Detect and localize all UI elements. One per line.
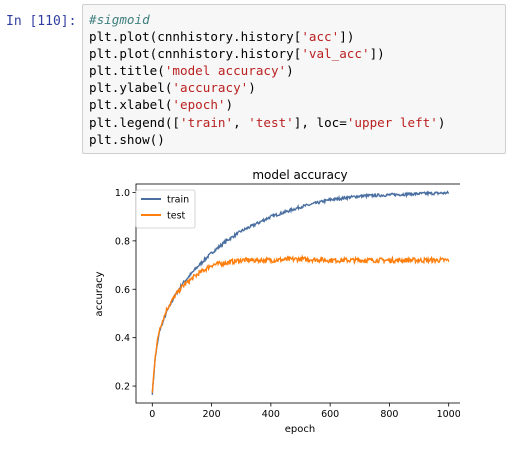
- x-tick-label: 600: [321, 409, 339, 420]
- code-token: ): [286, 63, 294, 79]
- code-line: plt.show(): [89, 132, 165, 147]
- y-tick-label: 1.0: [115, 188, 130, 199]
- code-line: plt.xlabel('epoch'): [89, 97, 233, 112]
- code-string: 'upper left': [346, 114, 438, 130]
- code-token: ): [437, 114, 446, 130]
- code-comment: #sigmoid: [89, 12, 150, 27]
- y-tick-label: 0.6: [115, 285, 130, 296]
- code-token: plt.legend([: [89, 114, 180, 130]
- x-tick-label: 0: [149, 409, 155, 420]
- code-line: plt.title('model accuracy'): [89, 63, 294, 78]
- x-tick-label: 400: [262, 409, 280, 420]
- code-cell[interactable]: #sigmoid plt.plot(cnnhistory.history['ac…: [82, 4, 506, 154]
- legend-label-test: test: [167, 211, 186, 222]
- code-string: 'acc': [301, 29, 340, 45]
- code-line: plt.ylabel('accuracy'): [89, 80, 256, 95]
- chart-title: model accuracy: [252, 168, 347, 182]
- code-token: plt.title(: [89, 63, 165, 79]
- legend-label-train: train: [167, 195, 189, 206]
- code-token: ): [248, 80, 256, 96]
- code-line: plt.plot(cnnhistory.history['acc']): [89, 29, 354, 44]
- code-token: ], loc=: [293, 114, 347, 130]
- y-tick-label: 0.4: [115, 333, 130, 344]
- code-token: plt.plot(cnnhistory.history[: [89, 46, 302, 62]
- y-axis-label: accuracy: [94, 271, 105, 316]
- code-token: ): [225, 97, 234, 113]
- code-token: ,: [233, 114, 249, 130]
- code-token: ]): [369, 46, 385, 62]
- code-line: #sigmoid: [89, 12, 150, 27]
- code-string: 'test': [248, 114, 294, 130]
- chart-legend: train test: [135, 189, 196, 229]
- x-axis-label: epoch: [285, 424, 315, 435]
- code-token: plt.show(): [89, 131, 165, 147]
- x-tick-label: 800: [380, 409, 398, 420]
- code-token: plt.ylabel(: [89, 80, 173, 96]
- y-tick-label: 0.2: [115, 382, 130, 393]
- x-tick-label: 200: [203, 409, 221, 420]
- cell-output: model accuracy 0 200 400 600 800 1000 0.2 0.4 0.…: [88, 162, 466, 449]
- y-tick-label: 0.8: [115, 236, 130, 247]
- code-editor[interactable]: #sigmoid plt.plot(cnnhistory.history['ac…: [89, 11, 445, 148]
- code-line: plt.plot(cnnhistory.history['val_acc']): [89, 46, 385, 61]
- code-token: plt.plot(cnnhistory.history[: [89, 29, 302, 45]
- code-string: 'model accuracy': [164, 63, 287, 79]
- series-line-test: [151, 254, 450, 393]
- series-line-train: [151, 190, 450, 395]
- x-tick-label: 1000: [437, 409, 460, 420]
- accuracy-chart: model accuracy 0 200 400 600 800 1000 0.2 0.4 0.…: [94, 168, 466, 435]
- code-string: 'train': [180, 114, 234, 130]
- code-string: 'accuracy': [172, 80, 249, 96]
- code-string: 'epoch': [172, 97, 226, 113]
- code-line: plt.legend(['train', 'test'], loc='upper…: [89, 115, 445, 130]
- code-token: plt.xlabel(: [89, 97, 173, 113]
- cell-prompt: In [110]:: [6, 14, 77, 29]
- code-token: ]): [339, 29, 355, 45]
- code-string: 'val_acc': [301, 46, 370, 62]
